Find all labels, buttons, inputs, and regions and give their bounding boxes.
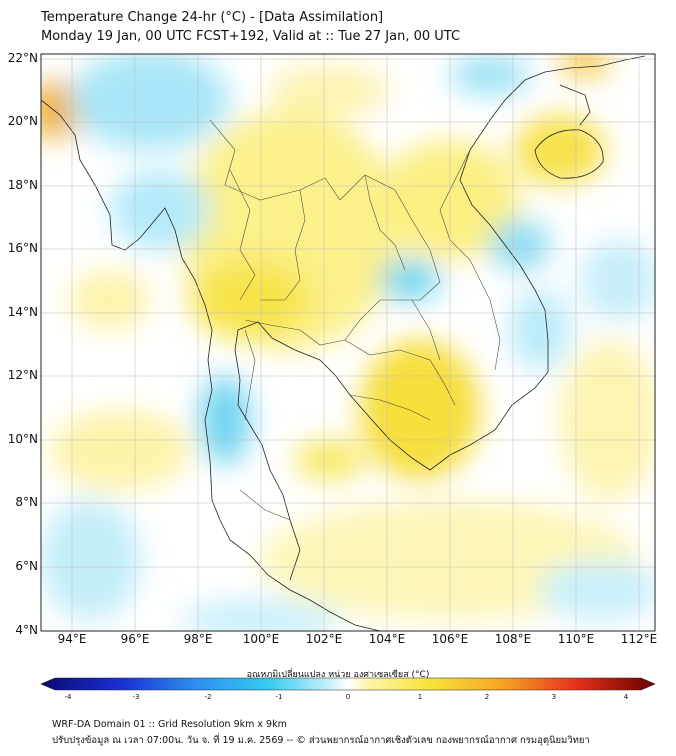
footer-update-credit: ปรับปรุงข้อมูล ณ เวลา 07:00น. วัน จ. ที่… <box>52 735 590 746</box>
colorbar-tick-m3: -3 <box>132 693 140 701</box>
lon-tick-104e: 104°E <box>368 632 406 646</box>
colorbar-tick-3: 3 <box>551 693 557 701</box>
lon-tick-96e: 96°E <box>120 632 150 646</box>
lat-tick-22n: 22°N <box>7 51 38 65</box>
lon-tick-98e: 98°E <box>183 632 213 646</box>
lat-tick-4n: 4°N <box>15 623 38 637</box>
colorbar-tick-m2: -2 <box>204 693 212 701</box>
lat-tick-6n: 6°N <box>15 559 38 573</box>
lat-tick-10n: 10°N <box>7 432 38 446</box>
temperature-change-map <box>40 53 656 632</box>
colorbar-tick-m1: -1 <box>275 693 283 701</box>
colorbar-tick-1: 1 <box>417 693 423 701</box>
lat-tick-12n: 12°N <box>7 368 38 382</box>
colorbar-gradient <box>40 677 656 691</box>
graticule <box>41 54 655 631</box>
colorbar-title: อุณหภูมิเปลี่ยนแปลง หน่วย องศาเซลเซียส (… <box>246 670 430 680</box>
colorbar-tick-m4: -4 <box>64 693 72 701</box>
lon-tick-102e: 102°E <box>305 632 343 646</box>
lon-tick-94e: 94°E <box>57 632 87 646</box>
lat-tick-20n: 20°N <box>7 114 38 128</box>
lat-tick-14n: 14°N <box>7 305 38 319</box>
colorbar-tick-0: 0 <box>345 693 351 701</box>
lon-tick-108e: 108°E <box>494 632 532 646</box>
lat-tick-18n: 18°N <box>7 178 38 192</box>
lat-tick-16n: 16°N <box>7 241 38 255</box>
colorbar <box>40 677 656 691</box>
map-subtitle: Monday 19 Jan, 00 UTC FCST+192, Valid at… <box>41 29 461 44</box>
lat-tick-8n: 8°N <box>15 495 38 509</box>
footer-model-info: WRF-DA Domain 01 :: Grid Resolution 9km … <box>52 719 287 730</box>
map-frame <box>40 53 656 632</box>
coastlines <box>41 55 646 631</box>
colorbar-tick-4: 4 <box>623 693 629 701</box>
lon-tick-110e: 110°E <box>557 632 595 646</box>
colorbar-tick-2: 2 <box>484 693 490 701</box>
lon-tick-106e: 106°E <box>431 632 469 646</box>
map-title: Temperature Change 24-hr (°C) - [Data As… <box>41 10 384 25</box>
lon-tick-100e: 100°E <box>242 632 280 646</box>
lon-tick-112e: 112°E <box>620 632 658 646</box>
